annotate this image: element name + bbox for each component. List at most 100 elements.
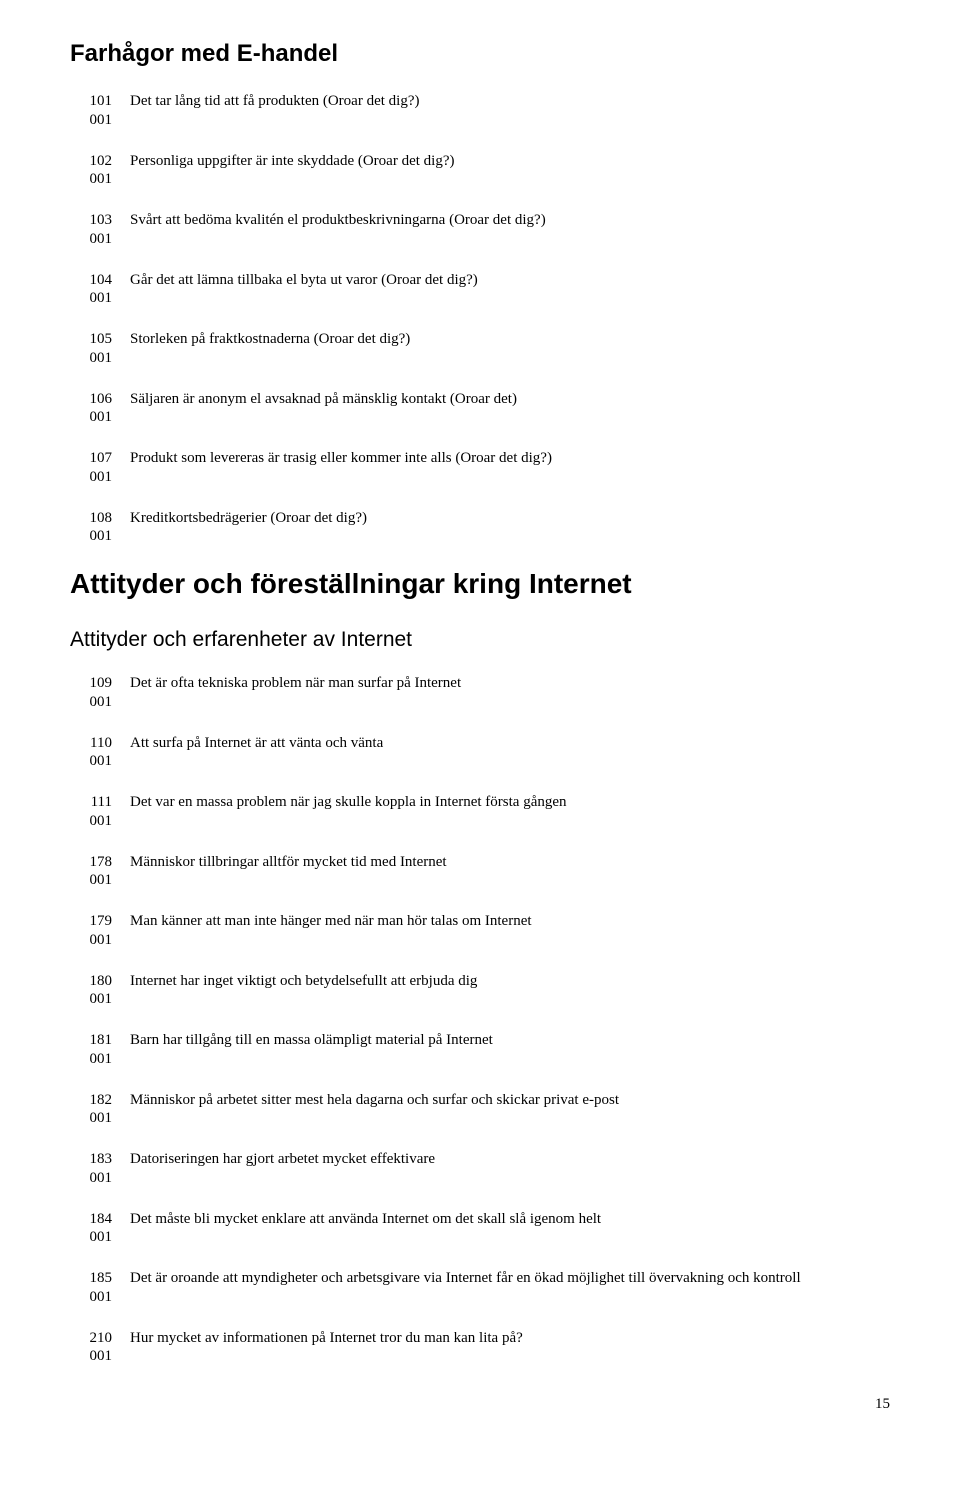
item-number: 105 bbox=[90, 330, 113, 349]
item-number-col: 109001 bbox=[70, 674, 130, 712]
item-text: Det tar lång tid att få produkten (Oroar… bbox=[130, 92, 890, 130]
item-subnumber: 001 bbox=[90, 752, 113, 771]
item-number: 101 bbox=[90, 92, 113, 111]
item-number: 210 bbox=[90, 1329, 113, 1348]
item-subnumber: 001 bbox=[90, 527, 113, 546]
list-item: 108001Kreditkortsbedrägerier (Oroar det … bbox=[70, 509, 890, 547]
item-number-col: 183001 bbox=[70, 1150, 130, 1188]
section-heading-1: Farhågor med E-handel bbox=[70, 40, 890, 68]
list-item: 110001Att surfa på Internet är att vänta… bbox=[70, 734, 890, 772]
list-item: 181001Barn har tillgång till en massa ol… bbox=[70, 1031, 890, 1069]
item-number: 110 bbox=[90, 734, 112, 753]
list-item: 102001Personliga uppgifter är inte skydd… bbox=[70, 152, 890, 190]
item-subnumber: 001 bbox=[90, 1228, 113, 1247]
item-number: 182 bbox=[90, 1091, 113, 1110]
item-number-col: 107001 bbox=[70, 449, 130, 487]
item-number-col: 111001 bbox=[70, 793, 130, 831]
section-heading-2: Attityder och föreställningar kring Inte… bbox=[70, 568, 890, 600]
item-text: Säljaren är anonym el avsaknad på mänskl… bbox=[130, 390, 890, 428]
item-number-col: 103001 bbox=[70, 211, 130, 249]
item-number: 184 bbox=[90, 1210, 113, 1229]
list-item: 179001Man känner att man inte hänger med… bbox=[70, 912, 890, 950]
item-text: Människor på arbetet sitter mest hela da… bbox=[130, 1091, 890, 1129]
item-text: Människor tillbringar alltför mycket tid… bbox=[130, 853, 890, 891]
item-number: 111 bbox=[91, 793, 112, 812]
item-subnumber: 001 bbox=[90, 812, 113, 831]
item-number: 183 bbox=[90, 1150, 113, 1169]
item-subnumber: 001 bbox=[90, 693, 113, 712]
item-subnumber: 001 bbox=[90, 408, 113, 427]
item-text: Storleken på fraktkostnaderna (Oroar det… bbox=[130, 330, 890, 368]
item-subnumber: 001 bbox=[90, 1050, 113, 1069]
list-item: 178001Människor tillbringar alltför myck… bbox=[70, 853, 890, 891]
item-number-col: 185001 bbox=[70, 1269, 130, 1307]
item-subnumber: 001 bbox=[90, 111, 113, 130]
item-number-col: 178001 bbox=[70, 853, 130, 891]
section-heading-3: Attityder och erfarenheter av Internet bbox=[70, 628, 890, 652]
item-text: Att surfa på Internet är att vänta och v… bbox=[130, 734, 890, 772]
item-number: 180 bbox=[90, 972, 113, 991]
item-number-col: 184001 bbox=[70, 1210, 130, 1248]
item-number-col: 104001 bbox=[70, 271, 130, 309]
item-number-col: 105001 bbox=[70, 330, 130, 368]
item-subnumber: 001 bbox=[90, 990, 113, 1009]
item-text: Kreditkortsbedrägerier (Oroar det dig?) bbox=[130, 509, 890, 547]
list-item: 210001Hur mycket av informationen på Int… bbox=[70, 1329, 890, 1367]
item-text: Datoriseringen har gjort arbetet mycket … bbox=[130, 1150, 890, 1188]
item-text: Det är ofta tekniska problem när man sur… bbox=[130, 674, 890, 712]
item-subnumber: 001 bbox=[90, 289, 113, 308]
item-subnumber: 001 bbox=[90, 871, 113, 890]
item-text: Internet har inget viktigt och betydelse… bbox=[130, 972, 890, 1010]
item-subnumber: 001 bbox=[90, 1169, 113, 1188]
item-number: 107 bbox=[90, 449, 113, 468]
item-subnumber: 001 bbox=[90, 1288, 113, 1307]
item-number-col: 106001 bbox=[70, 390, 130, 428]
item-number: 102 bbox=[90, 152, 113, 171]
item-number: 179 bbox=[90, 912, 113, 931]
item-number: 181 bbox=[90, 1031, 113, 1050]
item-text: Går det att lämna tillbaka el byta ut va… bbox=[130, 271, 890, 309]
page-number: 15 bbox=[70, 1396, 890, 1413]
list-item: 182001Människor på arbetet sitter mest h… bbox=[70, 1091, 890, 1129]
list-item: 103001Svårt att bedöma kvalitén el produ… bbox=[70, 211, 890, 249]
item-text: Svårt att bedöma kvalitén el produktbesk… bbox=[130, 211, 890, 249]
item-number: 103 bbox=[90, 211, 113, 230]
list-item: 101001Det tar lång tid att få produkten … bbox=[70, 92, 890, 130]
item-number: 106 bbox=[90, 390, 113, 409]
item-number-col: 180001 bbox=[70, 972, 130, 1010]
list-item: 104001Går det att lämna tillbaka el byta… bbox=[70, 271, 890, 309]
item-number-col: 179001 bbox=[70, 912, 130, 950]
item-number-col: 210001 bbox=[70, 1329, 130, 1367]
item-subnumber: 001 bbox=[90, 170, 113, 189]
item-text: Hur mycket av informationen på Internet … bbox=[130, 1329, 890, 1367]
item-number: 108 bbox=[90, 509, 113, 528]
item-number-col: 101001 bbox=[70, 92, 130, 130]
list-item: 183001Datoriseringen har gjort arbetet m… bbox=[70, 1150, 890, 1188]
item-number: 109 bbox=[90, 674, 113, 693]
item-number-col: 182001 bbox=[70, 1091, 130, 1129]
item-number-col: 108001 bbox=[70, 509, 130, 547]
item-text: Personliga uppgifter är inte skyddade (O… bbox=[130, 152, 890, 190]
item-number: 104 bbox=[90, 271, 113, 290]
item-subnumber: 001 bbox=[90, 349, 113, 368]
item-number-col: 102001 bbox=[70, 152, 130, 190]
item-text: Det var en massa problem när jag skulle … bbox=[130, 793, 890, 831]
item-subnumber: 001 bbox=[90, 468, 113, 487]
item-text: Det är oroande att myndigheter och arbet… bbox=[130, 1269, 890, 1307]
item-text: Barn har tillgång till en massa olämplig… bbox=[130, 1031, 890, 1069]
item-subnumber: 001 bbox=[90, 931, 113, 950]
item-number: 178 bbox=[90, 853, 113, 872]
item-subnumber: 001 bbox=[90, 1109, 113, 1128]
item-subnumber: 001 bbox=[90, 1347, 113, 1366]
list-item: 105001Storleken på fraktkostnaderna (Oro… bbox=[70, 330, 890, 368]
item-text: Produkt som levereras är trasig eller ko… bbox=[130, 449, 890, 487]
list-item: 106001Säljaren är anonym el avsaknad på … bbox=[70, 390, 890, 428]
item-text: Man känner att man inte hänger med när m… bbox=[130, 912, 890, 950]
item-number-col: 110001 bbox=[70, 734, 130, 772]
item-text: Det måste bli mycket enklare att använda… bbox=[130, 1210, 890, 1248]
list-item: 180001Internet har inget viktigt och bet… bbox=[70, 972, 890, 1010]
item-number-col: 181001 bbox=[70, 1031, 130, 1069]
list-item: 184001Det måste bli mycket enklare att a… bbox=[70, 1210, 890, 1248]
list-item: 111001Det var en massa problem när jag s… bbox=[70, 793, 890, 831]
item-subnumber: 001 bbox=[90, 230, 113, 249]
